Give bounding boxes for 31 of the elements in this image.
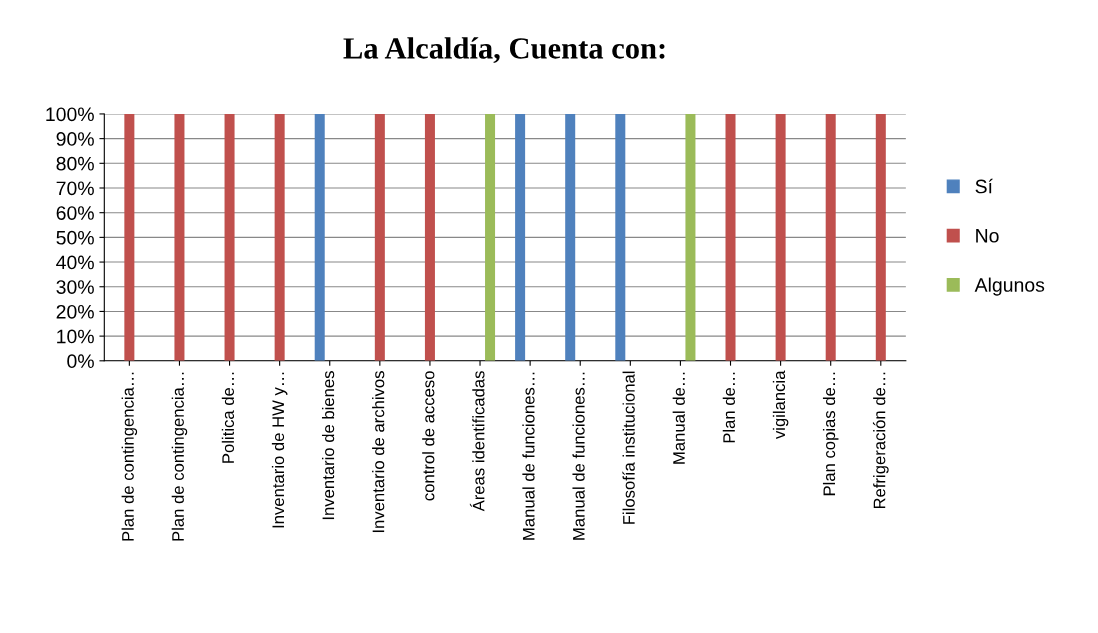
- x-tick-label: Politica de…: [221, 372, 235, 463]
- y-tick-label: 60%: [56, 206, 94, 220]
- x-tick-label: Manual de…: [672, 372, 685, 464]
- legend-label: Sí: [975, 178, 993, 194]
- legend-label: No: [976, 229, 999, 243]
- x-tick-label: Plan de contingencia…: [121, 372, 138, 541]
- y-tick-label: 0%: [67, 354, 94, 369]
- x-tick-label: Filosofía institucional: [622, 371, 635, 524]
- y-tick-label: 100%: [46, 107, 94, 122]
- y-tick-label: 30%: [56, 280, 94, 294]
- y-tick-label: 10%: [57, 329, 94, 344]
- x-tick-label: vigilancia: [772, 370, 789, 440]
- x-tick-label: Manual de funciones…: [522, 372, 535, 540]
- chart-title: La Alcaldía, Cuenta con:: [343, 37, 665, 64]
- x-tick-label: Plan de…: [722, 372, 735, 443]
- legend-label: Algunos: [974, 277, 1045, 296]
- x-tick-label: Refrigeración de…: [872, 372, 889, 509]
- y-tick-label: 20%: [56, 304, 94, 319]
- x-tick-label: Inventario de bienes: [321, 371, 335, 520]
- y-tick-label: 80%: [56, 156, 94, 171]
- x-tick-label: Plan copias de…: [822, 372, 839, 496]
- y-tick-label: 90%: [56, 132, 94, 146]
- x-tick-label: Inventario de HW y…: [271, 372, 288, 528]
- y-tick-label: 70%: [56, 181, 94, 196]
- x-tick-label: Inventario de archivos: [372, 371, 385, 533]
- y-tick-label: 40%: [56, 255, 94, 270]
- x-tick-label: Áreas identificadas: [469, 371, 485, 512]
- x-tick-label: Plan de contingencia…: [171, 372, 188, 541]
- x-tick-label: Manual de funciones…: [572, 372, 585, 540]
- y-tick-label: 50%: [56, 230, 94, 245]
- x-tick-label: control de acceso: [422, 371, 435, 501]
